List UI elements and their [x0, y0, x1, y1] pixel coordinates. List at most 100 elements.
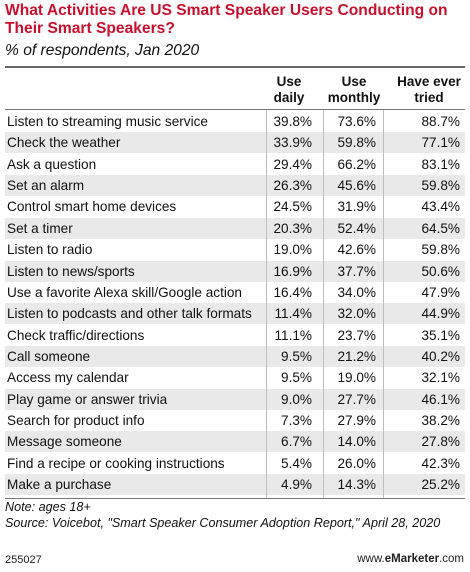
use-daily-value: 9.0% [281, 391, 312, 407]
source-text: Source: Voicebot, "Smart Speaker Consume… [5, 515, 441, 530]
column-header-use-monthly-line2: monthly [327, 89, 381, 105]
column-header-use-daily: Use daily [264, 74, 314, 105]
column-header-use-daily-line2: daily [273, 89, 305, 105]
top-rule [5, 66, 465, 68]
row-label: Use a favorite Alexa skill/Google action [7, 284, 242, 300]
use-monthly-value: 19.0% [337, 370, 376, 386]
note-text: Note: ages 18+ [5, 500, 91, 514]
use-daily-value: 16.9% [273, 263, 312, 279]
column-header-use-monthly: Use monthly [324, 74, 384, 105]
brand-suffix: .com [439, 553, 464, 565]
use-daily-value: 7.3% [281, 412, 312, 428]
have-ever-tried-value: 35.1% [421, 327, 460, 343]
use-daily-value: 39.8% [273, 114, 312, 129]
table-row: Message someone 6.7% 14.0% 27.8% [5, 431, 465, 453]
have-ever-tried-value: 47.9% [421, 284, 460, 300]
brand-name: eMarketer [384, 553, 440, 565]
table-row: Set an alarm 26.3% 45.6% 59.8% [5, 175, 465, 197]
row-label: Listen to streaming music service [7, 114, 208, 129]
use-daily-value: 24.5% [273, 199, 312, 215]
use-monthly-value: 45.6% [337, 178, 376, 194]
row-label: Control smart home devices [7, 199, 177, 215]
row-label: Check the weather [7, 135, 121, 151]
have-ever-tried-value: 43.4% [421, 199, 460, 215]
table-row: Check the weather 33.9% 59.8% 77.1% [5, 132, 465, 154]
row-label: Listen to radio [7, 242, 93, 258]
use-monthly-value: 59.8% [337, 135, 376, 151]
use-monthly-value: 52.4% [337, 220, 376, 236]
use-daily-value: 11.4% [274, 306, 312, 322]
table-row: Access my calendar 9.5% 19.0% 32.1% [5, 367, 465, 388]
column-header-use-daily-line1: Use [276, 74, 302, 89]
have-ever-tried-value: 46.1% [421, 391, 460, 407]
have-ever-tried-value: 59.8% [421, 178, 460, 194]
table-row: Ask a question 29.4% 66.2% 83.1% [5, 154, 465, 175]
use-daily-value: 26.3% [273, 178, 312, 194]
use-monthly-value: 32.0% [337, 306, 376, 322]
row-label: Set a timer [7, 220, 73, 236]
use-daily-value: 9.5% [281, 348, 312, 364]
header-rule [5, 109, 465, 110]
column-divider [266, 110, 267, 498]
column-divider [383, 110, 384, 498]
table-row: Use a favorite Alexa skill/Google action… [5, 282, 465, 303]
chart-title: What Activities Are US Smart Speaker Use… [5, 2, 448, 37]
table-row: Call someone 9.5% 21.2% 40.2% [5, 345, 465, 367]
row-label: Find a recipe or cooking instructions [7, 455, 225, 471]
use-daily-value: 5.4% [281, 455, 312, 471]
row-label: Search for product info [7, 412, 145, 428]
use-daily-value: 11.1% [274, 327, 312, 343]
have-ever-tried-value: 42.3% [421, 455, 460, 471]
row-label: Set an alarm [7, 178, 85, 194]
have-ever-tried-value: 38.2% [421, 412, 460, 428]
brand-logo-text[interactable]: www.eMarketer.com [357, 553, 464, 565]
use-daily-value: 20.3% [273, 220, 312, 236]
use-monthly-value: 26.0% [337, 455, 376, 471]
row-label: Ask a question [7, 156, 97, 172]
use-monthly-value: 27.7% [337, 391, 376, 407]
use-daily-value: 6.7% [281, 434, 312, 450]
use-monthly-value: 42.6% [337, 242, 376, 258]
column-header-have-ever-tried: Have ever tried [393, 74, 465, 105]
table-row: Listen to radio 19.0% 42.6% 59.8% [5, 239, 465, 260]
have-ever-tried-value: 77.1% [421, 135, 460, 151]
chart-notes: Note: ages 18+ Source: Voicebot, "Smart … [5, 500, 465, 531]
have-ever-tried-value: 50.6% [421, 263, 460, 279]
row-label: Message someone [7, 434, 122, 450]
column-header-have-ever-tried-line1: Have ever [397, 74, 461, 89]
row-label: Listen to news/sports [7, 263, 135, 279]
use-monthly-value: 34.0% [337, 284, 376, 300]
have-ever-tried-value: 59.8% [421, 242, 460, 258]
table-row: Listen to news/sports 16.9% 37.7% 50.6% [5, 260, 465, 282]
have-ever-tried-value: 40.2% [421, 348, 460, 364]
use-daily-value: 19.0% [273, 242, 312, 258]
bottom-rule [5, 498, 465, 499]
table-row: Listen to streaming music service 39.8% 73… [5, 111, 465, 132]
table-row: Control smart home devices 24.5% 31.9% 43.4… [5, 196, 465, 217]
use-monthly-value: 73.6% [337, 114, 376, 129]
use-monthly-value: 31.9% [337, 199, 376, 215]
use-monthly-value: 21.2% [337, 348, 376, 364]
use-monthly-value: 23.7% [337, 327, 376, 343]
use-daily-value: 4.9% [281, 477, 312, 492]
use-monthly-value: 14.3% [337, 477, 376, 492]
have-ever-tried-value: 32.1% [421, 370, 460, 386]
use-daily-value: 9.5% [281, 370, 312, 386]
chart-subtitle: % of respondents, Jan 2020 [5, 42, 200, 59]
table-row: Play game or answer trivia 9.0% 27.7% 46.1% [5, 388, 465, 410]
row-label: Make a purchase [7, 477, 112, 492]
table-row: Check traffic/directions 11.1% 23.7% 35.1% [5, 325, 465, 346]
table-row: Search for product info 7.3% 27.9% 38.2% [5, 410, 465, 431]
have-ever-tried-value: 44.9% [421, 306, 460, 322]
use-monthly-value: 27.9% [337, 412, 376, 428]
have-ever-tried-value: 64.5% [421, 220, 460, 236]
have-ever-tried-value: 83.1% [421, 156, 460, 172]
have-ever-tried-value: 88.7% [421, 114, 460, 129]
row-label: Access my calendar [7, 370, 129, 386]
row-label: Play game or answer trivia [7, 391, 168, 407]
chart-id: 255027 [5, 554, 42, 566]
row-label: Call someone [7, 348, 91, 364]
have-ever-tried-value: 27.8% [421, 434, 460, 450]
row-label: Listen to podcasts and other talk format… [7, 306, 252, 322]
use-daily-value: 16.4% [273, 284, 312, 300]
